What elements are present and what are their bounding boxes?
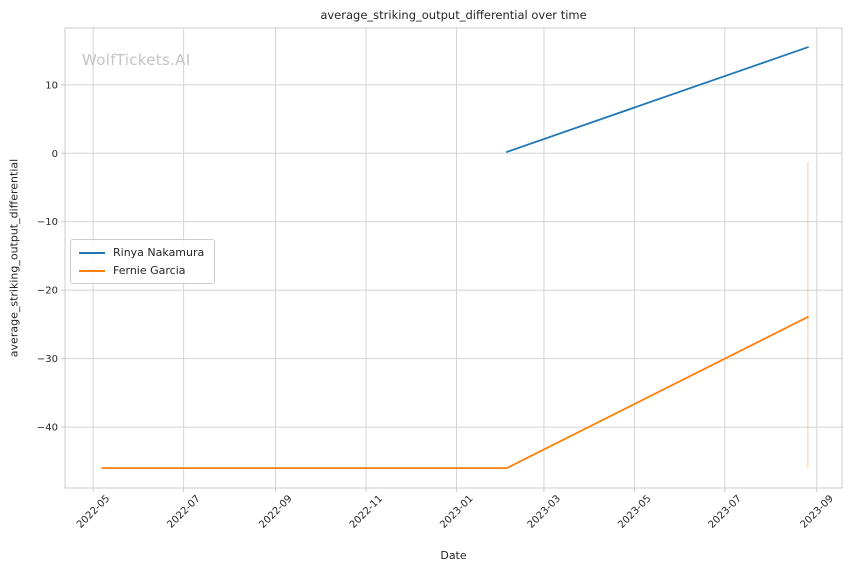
plot-border: [64, 27, 843, 489]
x-tick-label: 2022-11: [348, 493, 385, 530]
x-tick-label: 2022-09: [257, 493, 294, 530]
y-tick-label: 10: [45, 80, 58, 91]
legend-item: Fernie Garcia: [79, 264, 204, 277]
x-tick-label: 2023-07: [707, 493, 744, 530]
y-tick-label: −10: [37, 217, 58, 228]
series-line-rinya-nakamura: [505, 46, 809, 153]
legend-item: Rinya Nakamura: [79, 246, 204, 259]
y-tick-label: −20: [37, 286, 58, 297]
x-tick-label: 2023-03: [526, 493, 563, 530]
x-tick-label: 2023-01: [438, 493, 475, 530]
watermark: WolfTickets.AI: [82, 51, 191, 69]
x-tick-label: 2022-07: [165, 493, 202, 530]
legend: Rinya Nakamura Fernie Garcia: [70, 239, 216, 284]
y-tick-label: −40: [37, 423, 58, 434]
legend-label: Fernie Garcia: [113, 264, 186, 277]
legend-line-swatch: [79, 269, 105, 272]
y-tick-label: 0: [52, 149, 58, 160]
legend-line-swatch: [79, 251, 105, 254]
x-tick-label: 2023-05: [616, 493, 653, 530]
chart-title: average_striking_output_differential ove…: [320, 8, 587, 22]
legend-label: Rinya Nakamura: [113, 246, 205, 259]
y-tick-label: −30: [37, 354, 58, 365]
x-axis-label: Date: [440, 549, 467, 562]
x-tick-label: 2023-09: [799, 493, 836, 530]
series-line-fernie-garcia: [101, 315, 809, 470]
y-axis-label: average_striking_output_differential: [7, 158, 21, 358]
x-tick-label: 2022-05: [75, 493, 112, 530]
